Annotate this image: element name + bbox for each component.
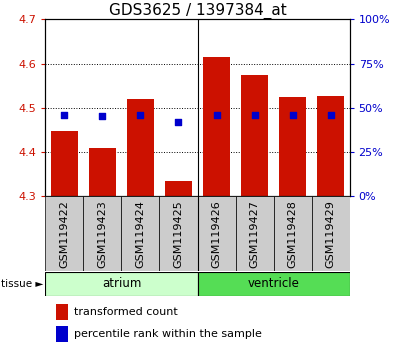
Bar xyxy=(312,196,350,271)
Bar xyxy=(51,131,78,196)
Bar xyxy=(83,196,122,271)
Text: GSM119426: GSM119426 xyxy=(211,200,222,268)
Bar xyxy=(165,181,192,196)
Bar xyxy=(122,196,160,271)
Text: percentile rank within the sample: percentile rank within the sample xyxy=(74,330,262,339)
Bar xyxy=(198,272,350,296)
Bar xyxy=(45,196,83,271)
Text: GSM119428: GSM119428 xyxy=(288,200,297,268)
Text: transformed count: transformed count xyxy=(74,307,178,318)
Text: atrium: atrium xyxy=(102,277,141,290)
Point xyxy=(61,112,68,118)
Bar xyxy=(279,97,306,196)
Bar xyxy=(317,96,344,196)
Bar xyxy=(203,57,230,196)
Point xyxy=(99,113,105,119)
Text: GSM119429: GSM119429 xyxy=(325,200,336,268)
Point xyxy=(327,112,334,118)
Text: GSM119424: GSM119424 xyxy=(135,200,145,268)
Bar xyxy=(160,196,198,271)
Text: GSM119422: GSM119422 xyxy=(59,200,70,268)
Text: tissue ►: tissue ► xyxy=(1,279,43,289)
Bar xyxy=(127,99,154,196)
Point xyxy=(175,119,182,125)
Bar xyxy=(56,304,68,320)
Title: GDS3625 / 1397384_at: GDS3625 / 1397384_at xyxy=(109,3,286,19)
Point xyxy=(290,113,296,118)
Bar xyxy=(273,196,312,271)
Text: GSM119427: GSM119427 xyxy=(250,200,260,268)
Bar xyxy=(235,196,274,271)
Point xyxy=(213,112,220,118)
Text: GSM119425: GSM119425 xyxy=(173,200,184,268)
Bar xyxy=(45,272,198,296)
Bar xyxy=(56,326,68,342)
Text: GSM119423: GSM119423 xyxy=(98,200,107,268)
Point xyxy=(251,112,258,118)
Bar xyxy=(198,196,235,271)
Point xyxy=(137,112,144,118)
Text: ventricle: ventricle xyxy=(248,277,299,290)
Bar xyxy=(89,148,116,196)
Bar xyxy=(241,75,268,196)
